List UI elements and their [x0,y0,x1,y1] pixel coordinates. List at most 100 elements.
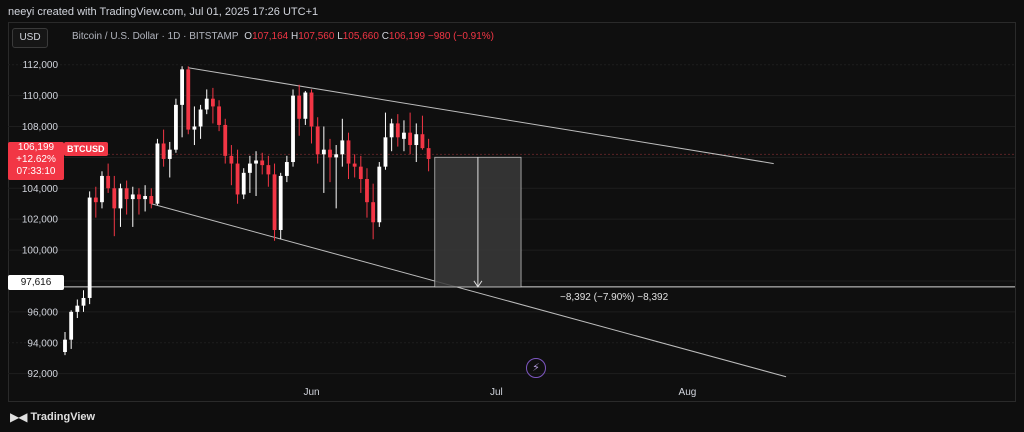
open-value: 107,164 [252,31,289,42]
candle-body [63,339,67,353]
y-tick-label: 102,000 [22,215,59,226]
candle-body [389,123,394,138]
candle-body [124,188,129,200]
candle-body [420,134,425,149]
candle-body [161,143,166,159]
x-tick-label: Jul [490,387,503,398]
symbol-info: Bitcoin / U.S. Dollar · 1D · BITSTAMP O1… [72,31,494,42]
candle-body [291,95,295,163]
candle-body [297,95,302,119]
candle-body [223,124,228,156]
candle-body [395,123,400,138]
candle-body [321,149,326,155]
candle-body [266,165,271,175]
candle-body [137,194,141,200]
x-tick-label: Jun [303,387,319,398]
chart-credit: neeyi created with TradingView.com, Jul … [8,6,319,18]
low-label: L [337,31,343,42]
candle-body [93,197,98,203]
trendlines [151,67,787,378]
candle-body [210,98,215,107]
candle-body [278,175,283,230]
price-change: +12.62% [16,154,56,165]
candle-body [217,106,221,125]
candle-body [229,155,234,164]
candle-body [241,172,246,195]
candle-body [309,92,314,127]
y-tick-label: 110,000 [23,91,59,102]
y-tick-label: 92,000 [27,369,58,380]
measurement-label: −8,392 (−7.90%) −8,392 [560,292,669,303]
change-value: −980 (−0.91%) [427,31,495,42]
candle-body [247,163,252,173]
range-arrow-head [473,280,483,288]
level-price-badge: 97,616 [8,275,64,290]
candle-body [383,137,388,167]
close-label: C [381,31,389,42]
lightning-icon[interactable]: ⚡ [526,358,546,378]
candle-body [112,188,117,209]
trendline-lower [151,203,787,378]
candle-body [284,162,289,176]
y-tick-label: 104,000 [22,184,59,195]
candle-body [371,202,376,223]
last-price-badge: 106,199 +12.62% 07:33:10 [8,142,64,180]
candle-body [365,179,369,203]
candle-body [118,188,123,209]
y-tick-label: 94,000 [27,338,58,349]
symbol-badge: BTCUSD [64,142,108,156]
candle-body [328,149,332,158]
currency-button[interactable]: USD [12,28,48,48]
candle-body [414,134,419,146]
x-tick-label: Aug [679,387,697,398]
y-tick-label: 112,000 [23,60,59,71]
bar-countdown: 07:33:10 [16,166,56,177]
y-tick-label: 108,000 [22,122,59,133]
candle-body [235,163,240,195]
candle-body [167,149,172,159]
open-label: O [244,31,253,42]
candle-body [198,109,203,127]
candle-body [315,126,320,155]
candle-body [408,132,413,146]
candle-body [100,175,104,203]
candle-body [340,140,345,155]
candle-body [69,311,74,340]
candle-body [352,163,357,167]
candle-body [334,154,339,158]
low-value: 105,660 [342,31,379,42]
candle-body [358,166,363,180]
candle-body [180,69,185,105]
candle-body [192,126,197,130]
y-tick-label: 100,000 [22,246,59,257]
candle-body [346,140,351,164]
candle-body [143,196,148,200]
tradingview-logo[interactable]: ▶◀ TradingView [10,410,95,424]
last-price: 106,199 [17,142,55,153]
candle-body [204,98,209,110]
candle-body [155,143,160,204]
x-axis: Jun Jul Aug [303,387,696,398]
trendline-upper [188,67,774,165]
y-axis: 92,00094,00096,00098,000100,000102,00010… [22,60,59,380]
candle-body [106,175,111,189]
candle-body [81,297,86,306]
high-value: 107,560 [298,31,335,42]
footer-brand: TradingView [30,411,96,423]
candle-body [303,92,308,119]
candles [63,66,431,356]
candle-body [130,194,135,200]
tradingview-logo-icon: ▶◀ [10,410,27,424]
candle-body [186,69,191,130]
candle-body [75,305,80,312]
candle-body [426,148,431,159]
symbol-name: Bitcoin / U.S. Dollar · 1D · BITSTAMP [72,31,239,42]
close-value: 106,199 [388,31,426,42]
candle-body [87,197,92,298]
candle-body [402,132,406,139]
price-range-box [434,156,522,288]
candle-body [260,160,265,166]
candle-body [174,104,178,150]
candle-body [254,160,258,164]
